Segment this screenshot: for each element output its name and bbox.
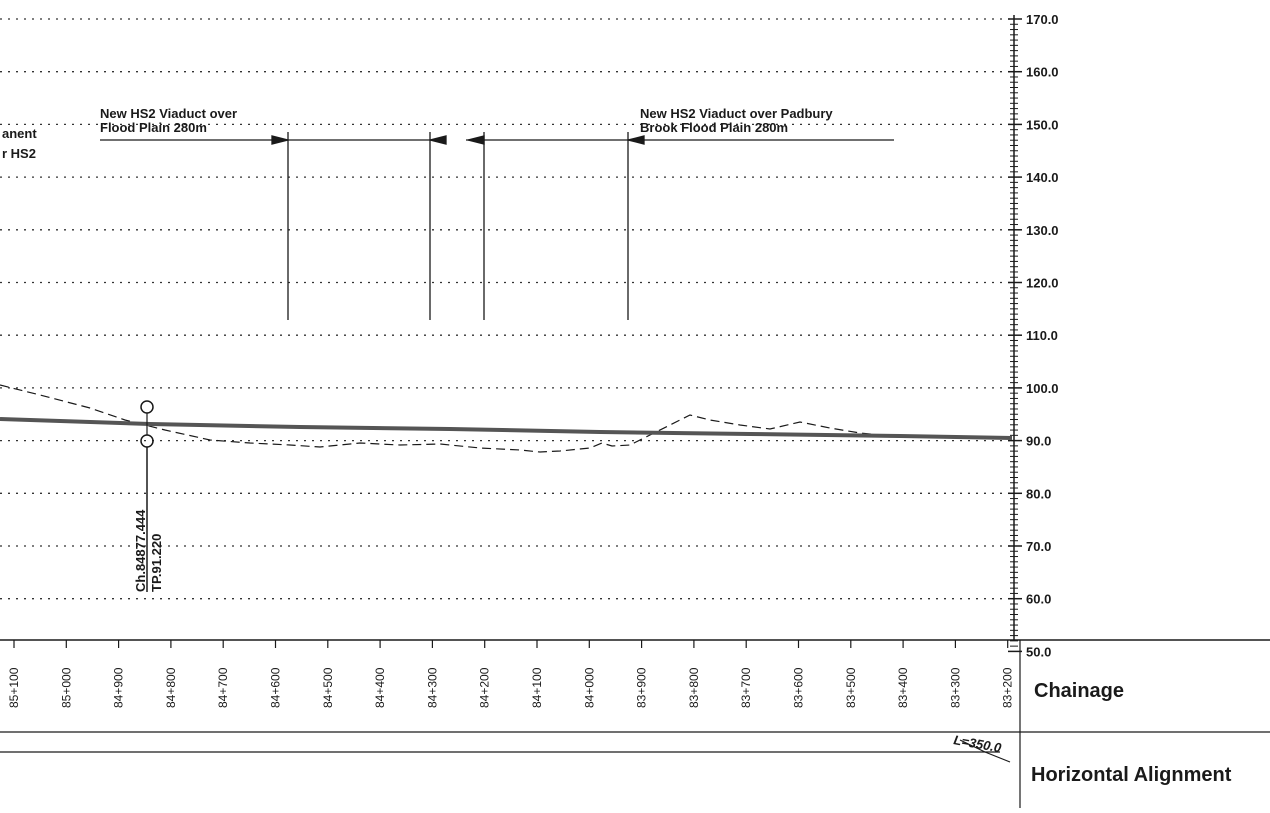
elevation-label: 60.0 [1026, 592, 1051, 607]
left-cut-text-line1: anent [2, 126, 37, 141]
elevation-label: 160.0 [1026, 65, 1059, 80]
elevation-label: 100.0 [1026, 381, 1059, 396]
elevation-scale-ticks [1008, 18, 1022, 653]
elevation-label: 120.0 [1026, 276, 1059, 291]
chainage-label: 84+500 [321, 667, 335, 708]
horizontal-alignment-band-title: Horizontal Alignment [1031, 764, 1232, 786]
viaduct-right-extent [466, 132, 894, 320]
elevation-label: 90.0 [1026, 434, 1051, 449]
chainage-label: 85+000 [59, 667, 73, 708]
tangent-point-chainage: Ch.84877.444 [133, 509, 148, 592]
elevation-label: 140.0 [1026, 170, 1059, 185]
elevation-gridlines [0, 18, 1010, 600]
elevation-label: 130.0 [1026, 223, 1059, 238]
tangent-point-lower-circle [140, 434, 154, 448]
elevation-label: 150.0 [1026, 117, 1059, 132]
chainage-label: 84+800 [164, 667, 178, 708]
viaduct-right-label-line1: New HS2 Viaduct over Padbury [640, 106, 833, 121]
chainage-label: 84+700 [216, 667, 230, 708]
viaduct-left-label-line1: New HS2 Viaduct over [100, 106, 237, 121]
existing-ground-profile [0, 384, 901, 453]
chainage-label: 84+000 [582, 667, 596, 708]
viaduct-left-extent [100, 132, 447, 320]
elevation-label: 50.0 [1026, 644, 1051, 659]
viaduct-right-label-line2: Brook Flood Plain 280m [640, 120, 788, 135]
chainage-label: 83+200 [1001, 667, 1015, 708]
chainage-label: 84+400 [373, 667, 387, 708]
chainage-label: 85+100 [7, 667, 21, 708]
elevation-label: 110.0 [1026, 328, 1058, 343]
tangent-point-upper-circle [140, 400, 154, 414]
chainage-labels: 85+100 85+000 84+900 84+800 84+700 84+600 84+5… [7, 640, 1015, 708]
chainage-label: 83+700 [739, 667, 753, 708]
chainage-label: 84+100 [530, 667, 544, 708]
elevation-labels: 170.0 160.0 150.0 140.0 130.0 120.0 110.0 100.0… [1026, 12, 1059, 659]
chainage-label: 83+300 [948, 667, 962, 708]
left-cut-text-line2: r HS2 [2, 146, 36, 161]
chainage-label: 84+600 [269, 667, 283, 708]
chainage-label: 84+300 [425, 667, 439, 708]
elevation-label: 80.0 [1026, 486, 1051, 501]
chainage-label: 83+500 [844, 667, 858, 708]
chainage-label: 83+600 [792, 667, 806, 708]
chainage-label: 84+200 [478, 667, 492, 708]
elevation-label: 70.0 [1026, 539, 1051, 554]
chainage-band-title: Chainage [1034, 680, 1124, 702]
viaduct-left-label-line2: Flood Plain 280m [100, 120, 207, 135]
elevation-label: 170.0 [1026, 12, 1059, 27]
chainage-label: 83+800 [687, 667, 701, 708]
chainage-label: 83+900 [635, 667, 649, 708]
tangent-point-level: TP.91.220 [149, 534, 164, 592]
proposed-vertical-alignment [0, 417, 1013, 440]
chainage-label: 83+400 [896, 667, 910, 708]
chainage-label: 84+900 [112, 667, 126, 708]
horizontal-alignment-curve-start [959, 739, 1011, 763]
